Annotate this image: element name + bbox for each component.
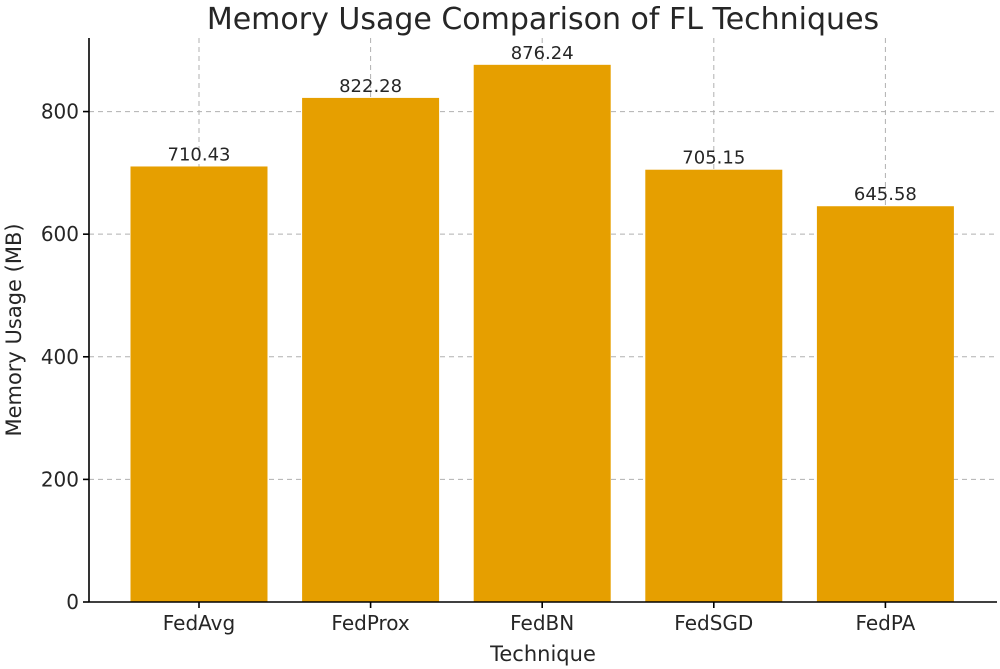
- axes-layer: 0 200 400 600 800 FedAvg FedProx FedBN FedSGD Fed…: [41, 38, 997, 635]
- y-tick-label: 200: [41, 467, 79, 491]
- y-tick-label: 800: [41, 100, 79, 124]
- data-label: 710.43: [168, 144, 231, 165]
- y-tick-label: 600: [41, 222, 79, 246]
- data-label: 822.28: [339, 76, 402, 97]
- bar: [473, 64, 611, 602]
- y-axis-label: Memory Usage (MB): [2, 223, 26, 436]
- data-label: 705.15: [682, 148, 745, 169]
- bar: [816, 206, 954, 602]
- x-tick-label: FedProx: [331, 611, 410, 635]
- bar: [645, 169, 783, 602]
- x-tick-label: FedSGD: [674, 611, 753, 635]
- chart-title: Memory Usage Comparison of FL Techniques: [207, 2, 879, 37]
- bar: [302, 97, 440, 602]
- data-label: 645.58: [854, 184, 917, 205]
- y-tick-label: 400: [41, 345, 79, 369]
- x-tick-label: FedAvg: [163, 611, 235, 635]
- data-labels-layer: 710.43 822.28 876.24 705.15 645.58: [168, 43, 917, 205]
- x-tick-label: FedPA: [855, 611, 915, 635]
- bar: [130, 166, 268, 602]
- x-tick-label: FedBN: [510, 611, 574, 635]
- y-tick-label: 0: [66, 590, 79, 614]
- x-axis-label: Technique: [489, 642, 596, 666]
- data-label: 876.24: [511, 43, 574, 64]
- bars-layer: [130, 64, 954, 602]
